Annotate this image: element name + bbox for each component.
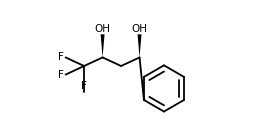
Text: F: F <box>58 52 64 62</box>
Text: OH: OH <box>94 24 110 34</box>
Polygon shape <box>101 34 105 57</box>
Text: F: F <box>81 81 87 91</box>
Text: OH: OH <box>132 24 148 34</box>
Text: F: F <box>58 70 64 80</box>
Polygon shape <box>138 34 141 57</box>
